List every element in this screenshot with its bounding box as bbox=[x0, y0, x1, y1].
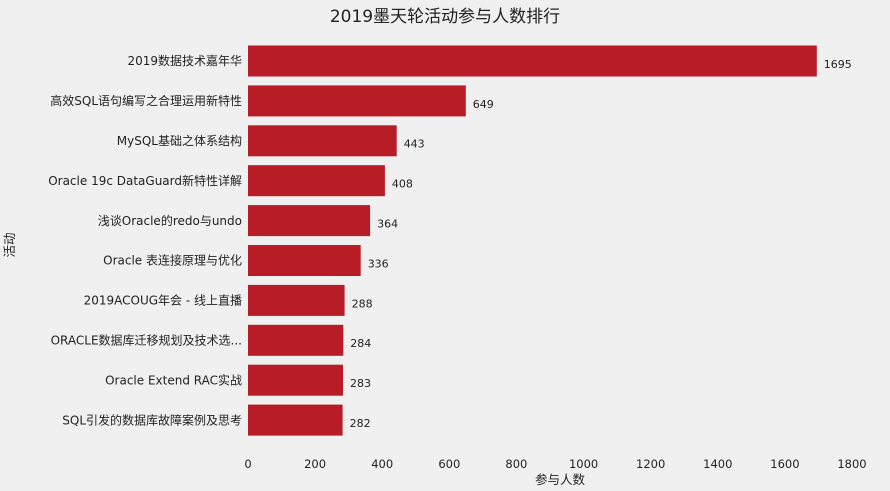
x-tick-label: 200 bbox=[304, 457, 326, 471]
x-tick-label: 400 bbox=[371, 457, 393, 471]
category-label: ORACLE数据库迁移规划及技术选... bbox=[51, 333, 242, 348]
value-label: 288 bbox=[352, 297, 373, 310]
x-tick-label: 1400 bbox=[703, 457, 732, 471]
value-labels-layer: 1695 649 443 408 364 336 288 284 283 282 bbox=[350, 58, 852, 430]
bar[interactable] bbox=[248, 284, 345, 316]
x-tick-label: 1800 bbox=[837, 457, 866, 471]
value-label: 336 bbox=[368, 257, 389, 270]
value-label: 364 bbox=[377, 217, 398, 230]
value-label: 284 bbox=[350, 337, 371, 350]
x-axis-ticks: 0 200 400 600 800 1000 1200 1400 1600 1800 bbox=[244, 457, 866, 471]
bar[interactable] bbox=[248, 85, 466, 117]
category-label: Oracle Extend RAC实战 bbox=[105, 372, 242, 387]
x-tick-label: 1000 bbox=[569, 457, 598, 471]
value-label: 443 bbox=[404, 138, 425, 151]
value-label: 1695 bbox=[824, 58, 852, 71]
bar[interactable] bbox=[248, 404, 343, 436]
category-label: Oracle 表连接原理与优化 bbox=[103, 253, 242, 268]
y-axis-title: 活动 bbox=[2, 232, 17, 257]
x-tick-label: 0 bbox=[244, 457, 251, 471]
x-tick-label: 600 bbox=[438, 457, 460, 471]
bar[interactable] bbox=[248, 125, 397, 157]
category-label: SQL引发的数据库故障案例及思考 bbox=[62, 412, 242, 427]
bars-layer bbox=[248, 45, 817, 436]
category-label: 浅谈Oracle的redo与undo bbox=[98, 213, 242, 228]
category-label: 高效SQL语句编写之合理运用新特性 bbox=[50, 93, 242, 108]
bar[interactable] bbox=[248, 205, 371, 237]
category-label: MySQL基础之体系结构 bbox=[117, 133, 242, 148]
bar[interactable] bbox=[248, 324, 344, 356]
bar[interactable] bbox=[248, 165, 385, 197]
x-tick-label: 800 bbox=[505, 457, 527, 471]
chart-title: 2019墨天轮活动参与人数排行 bbox=[330, 7, 560, 27]
bar[interactable] bbox=[248, 364, 343, 396]
bar[interactable] bbox=[248, 45, 817, 77]
value-label: 283 bbox=[350, 377, 371, 390]
x-tick-label: 1200 bbox=[636, 457, 665, 471]
bar[interactable] bbox=[248, 245, 361, 276]
value-label: 282 bbox=[350, 417, 371, 430]
category-label: 2019ACOUG年会 - 线上直播 bbox=[84, 294, 242, 308]
category-label: 2019数据技术嘉年华 bbox=[127, 53, 242, 68]
category-label: Oracle 19c DataGuard新特性详解 bbox=[48, 173, 242, 188]
value-label: 649 bbox=[473, 98, 494, 111]
value-label: 408 bbox=[392, 178, 413, 191]
x-axis-title: 参与人数 bbox=[535, 472, 586, 487]
x-tick-label: 1600 bbox=[770, 457, 799, 471]
